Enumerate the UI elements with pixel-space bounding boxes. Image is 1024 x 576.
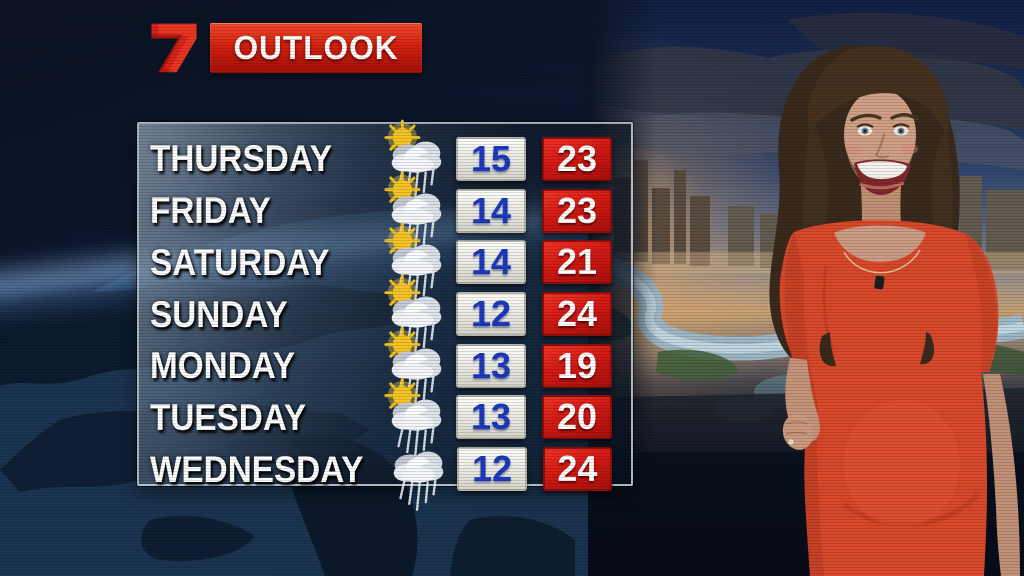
sun-cloud-rain-icon [384, 274, 447, 357]
low-temp-badge: 15 [456, 136, 526, 181]
cloud-rain-icon [387, 443, 448, 512]
day-label: THURSDAY [150, 138, 332, 180]
low-temp-badge: 13 [456, 343, 526, 388]
program-title-banner: OUTLOOK [210, 23, 422, 73]
forecast-row: FRIDAY 14 23 [139, 171, 631, 253]
sun-cloud-rain-icon [384, 222, 447, 305]
day-label: TUESDAY [150, 396, 307, 438]
forecast-row: WEDNESDAY 12 24 [139, 443, 631, 512]
forecast-rows: THURSDAY 15 23 FRIDAY [139, 119, 631, 512]
forecast-row: TUESDAY 13 20 [139, 378, 631, 460]
day-label: WEDNESDAY [150, 448, 364, 490]
low-temp-badge: 14 [456, 188, 526, 233]
high-temp-badge: 23 [542, 136, 612, 181]
high-temp-badge: 21 [542, 240, 612, 285]
low-temp-badge: 12 [457, 447, 527, 492]
forecast-row: SATURDAY 14 21 [139, 222, 631, 305]
high-temp-badge: 20 [542, 395, 612, 440]
high-temp-badge: 24 [542, 292, 612, 337]
forecast-row: SUNDAY 12 24 [139, 274, 631, 357]
program-title: OUTLOOK [233, 29, 399, 66]
day-label: MONDAY [150, 345, 295, 387]
day-label: FRIDAY [150, 190, 271, 232]
forecast-panel: THURSDAY 15 23 FRIDAY [137, 119, 633, 512]
sun-cloud-rain-icon [384, 378, 447, 460]
sun-cloud-rain-icon [384, 171, 447, 253]
high-temp-badge: 24 [542, 447, 613, 492]
day-label: SUNDAY [150, 293, 288, 335]
high-temp-badge: 19 [542, 343, 612, 388]
day-label: SATURDAY [150, 241, 330, 283]
weather-presenter [769, 46, 1020, 576]
brand-bar: OUTLOOK [148, 20, 422, 76]
low-temp-badge: 14 [456, 240, 526, 285]
low-temp-badge: 13 [456, 395, 526, 440]
high-temp-badge: 23 [542, 188, 612, 233]
seven-network-logo [151, 23, 197, 73]
low-temp-badge: 12 [456, 292, 526, 337]
